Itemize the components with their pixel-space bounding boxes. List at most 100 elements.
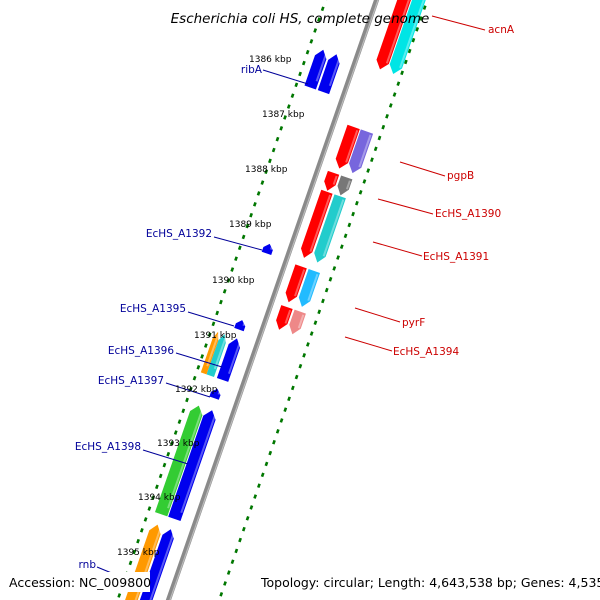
tick-mark <box>283 115 287 120</box>
leader-line-EcHS_A1396 <box>175 352 223 368</box>
gene-label-acnA[interactable]: acnA <box>488 24 515 36</box>
gene-arrow-highlight <box>167 408 204 509</box>
tick-mark <box>241 526 246 532</box>
tick-mark <box>354 200 359 206</box>
gene-arrow-ribA-b[interactable] <box>304 49 327 90</box>
gene-arrow-EcHS_A1391-red[interactable] <box>301 189 333 258</box>
leader-line-EcHS_A1394 <box>344 336 393 352</box>
kbp-label: 1389 kbp <box>229 220 272 230</box>
tick-mark <box>283 407 288 412</box>
forward-gene-labels: acnA pgpB EcHS_A1390 EcHS_A1391 pyrF EcH… <box>393 24 515 358</box>
tick-mark <box>415 27 420 32</box>
tick-mark <box>117 593 122 598</box>
gene-label-EcHS_A1390[interactable]: EcHS_A1390 <box>435 208 501 220</box>
gene-arrow-EcHS_A1394-pink[interactable] <box>289 309 306 335</box>
kbp-label: 1391 kbp <box>194 331 237 341</box>
accession-text: Accession: NC_009800 <box>9 575 151 590</box>
gene-arrow-EcHS_A1392[interactable] <box>261 243 273 255</box>
gene-label-EcHS_A1397[interactable]: EcHS_A1397 <box>98 375 164 387</box>
gene-arrow-EcHS_A1395[interactable] <box>234 320 246 332</box>
gene-label-pgpB[interactable]: pgpB <box>447 170 474 182</box>
gene-arrow-EcHS_A1391-teal[interactable] <box>314 194 346 263</box>
tick-mark <box>260 472 265 478</box>
tick-mark <box>422 5 427 10</box>
leader-line-EcHS_A1395 <box>187 311 235 327</box>
leader-line-acnA <box>431 15 486 31</box>
tick-mark <box>411 37 416 43</box>
tick-mark <box>219 592 224 597</box>
tick-mark <box>257 483 261 489</box>
gene-label-EcHS_A1394[interactable]: EcHS_A1394 <box>393 346 459 358</box>
tick-mark <box>204 343 208 348</box>
tick-mark <box>177 419 182 424</box>
gene-arrow-acnA-red[interactable] <box>376 0 418 70</box>
footer-backdrop-left <box>4 572 150 592</box>
gene-label-EcHS_A1398[interactable]: EcHS_A1398 <box>75 441 141 453</box>
tick-mark <box>290 385 295 391</box>
gene-arrow-EcHS_A1390-gray[interactable] <box>337 175 353 196</box>
kbp-label: 1387 kbp <box>262 110 305 120</box>
tick-mark <box>309 39 314 44</box>
gene-arrow-EcHS_A1394-red[interactable] <box>276 305 293 330</box>
tick-mark <box>313 28 318 33</box>
tick-mark <box>241 234 246 240</box>
tick-mark <box>234 548 239 554</box>
gene-label-EcHS_A1395[interactable]: EcHS_A1395 <box>120 303 186 315</box>
tick-mark <box>219 299 223 305</box>
tick-mark <box>143 517 148 522</box>
gene-arrow-highlight <box>284 309 292 324</box>
gene-label-ribA[interactable]: ribA <box>241 64 263 76</box>
gene-arrow-pyrF-lightblue[interactable] <box>298 269 320 307</box>
gene-arrow-EcHS_A1398-blue[interactable] <box>168 410 216 521</box>
gene-label-EcHS_A1392[interactable]: EcHS_A1392 <box>146 228 212 240</box>
tick-mark <box>222 288 227 294</box>
kbp-label: 1386 kbp <box>249 55 292 65</box>
gene-arrow-highlight <box>328 57 341 87</box>
gene-arrow-acnA-cyan[interactable] <box>389 0 431 74</box>
gene-arrow-pyrF-red[interactable] <box>285 264 307 303</box>
gene-arrow-highlight <box>242 322 246 327</box>
genome-backbone <box>165 0 380 600</box>
gene-arrow-highlight <box>399 0 425 69</box>
tick-mark <box>385 113 389 119</box>
gene-label-EcHS_A1391[interactable]: EcHS_A1391 <box>423 251 489 263</box>
tick-mark <box>403 59 408 65</box>
gene-arrow-pgpB-purple[interactable] <box>349 129 374 174</box>
tick-mark <box>388 103 393 108</box>
gene-arrow-small-blue[interactable] <box>209 388 221 400</box>
gene-arrow-EcHS_A1396-teal[interactable] <box>206 334 226 377</box>
gene-label-EcHS_A1396[interactable]: EcHS_A1396 <box>108 345 174 357</box>
backbone-line <box>165 0 380 600</box>
gene-arrow-EcHS_A1396-orange[interactable] <box>200 331 219 375</box>
tick-mark <box>298 363 303 369</box>
tick-mark <box>275 429 280 434</box>
tick-mark <box>166 451 171 457</box>
gene-arrow-highlight <box>297 314 305 329</box>
tick-mark <box>407 48 412 54</box>
tick-mark <box>132 549 137 555</box>
kbp-labels: 1386 kbp 1387 kbp 1388 kbp 1389 kbp 1390… <box>117 55 305 558</box>
gene-label-rnb[interactable]: rnb <box>79 559 97 571</box>
tick-mark <box>294 82 299 88</box>
gene-arrow-EcHS_A1397-blue[interactable] <box>216 338 240 382</box>
gene-arrow-pgpB-red[interactable] <box>335 124 360 169</box>
tick-mark <box>302 352 307 358</box>
tick-mark <box>290 93 295 98</box>
tick-mark <box>230 559 235 565</box>
label-leader-lines <box>96 15 486 575</box>
gene-arrow-highlight <box>309 194 332 252</box>
gene-arrow-highlight <box>332 175 338 185</box>
tick-mark <box>286 104 291 109</box>
gene-label-pyrF[interactable]: pyrF <box>402 317 425 329</box>
tick-mark <box>320 6 325 12</box>
tick-mark <box>226 570 231 575</box>
tick-tracks <box>117 0 427 598</box>
tick-mark <box>272 439 276 445</box>
tick-mark <box>181 408 186 414</box>
kbp-label: 1392 kbp <box>175 385 218 395</box>
gene-arrow-highlight <box>358 134 372 168</box>
gene-arrow-highlight <box>307 273 319 301</box>
gene-arrow-ribA-a[interactable] <box>317 54 340 95</box>
gene-arrow-EcHS_A1390-red[interactable] <box>324 170 340 191</box>
